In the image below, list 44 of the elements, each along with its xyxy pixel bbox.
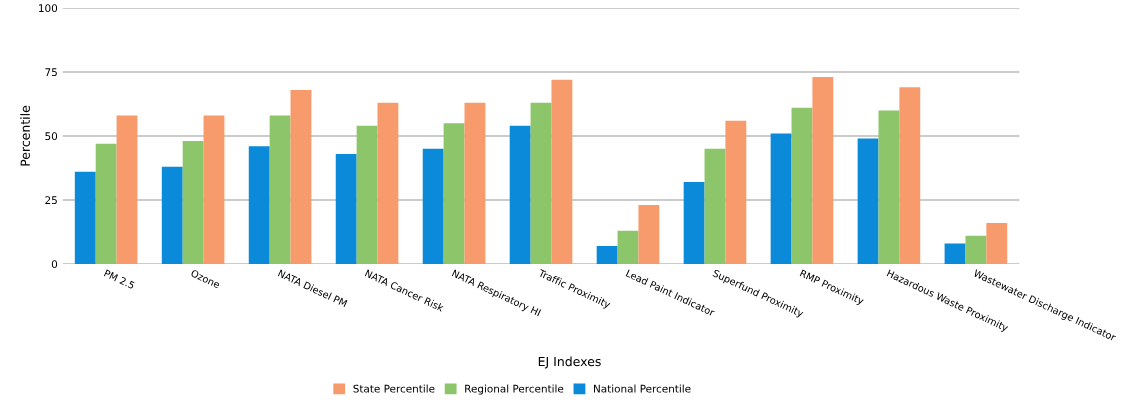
bar xyxy=(269,115,291,264)
y-tick-label: 50 xyxy=(45,132,58,141)
bar xyxy=(986,223,1008,264)
bar xyxy=(617,230,639,264)
bar xyxy=(248,146,270,264)
bar xyxy=(683,182,705,264)
bar xyxy=(965,235,987,264)
bar xyxy=(335,153,357,264)
bar xyxy=(290,89,312,264)
bar xyxy=(551,79,573,264)
bar xyxy=(770,133,792,264)
y-tick-label: 25 xyxy=(45,196,57,205)
y-tick-label: 75 xyxy=(45,68,57,77)
bar xyxy=(377,102,399,264)
legend-label: Regional Percentile xyxy=(465,384,564,395)
bar xyxy=(161,166,183,264)
y-axis-title: Percentile xyxy=(20,105,30,166)
legend-label: State Percentile xyxy=(353,384,435,393)
bar xyxy=(356,125,378,264)
bar xyxy=(596,246,618,264)
bar xyxy=(530,102,552,264)
bar xyxy=(725,120,747,264)
legend-label: National Percentile xyxy=(594,384,691,393)
bar xyxy=(638,205,660,264)
bar xyxy=(791,107,813,264)
bar xyxy=(464,102,486,264)
bar xyxy=(509,125,531,264)
bar xyxy=(116,115,138,264)
bar xyxy=(443,123,465,264)
y-tick-label: 100 xyxy=(39,4,58,13)
bar xyxy=(182,141,204,264)
bar xyxy=(878,110,900,264)
bar xyxy=(203,115,225,264)
bar xyxy=(899,87,921,264)
bar xyxy=(704,148,726,264)
y-tick-label: 0 xyxy=(51,260,58,269)
bar xyxy=(95,143,117,264)
bar xyxy=(812,77,834,264)
x-axis-title: EJ Indexes xyxy=(538,356,601,369)
bar xyxy=(857,138,879,264)
bar xyxy=(944,243,966,264)
bar xyxy=(74,171,96,264)
bar xyxy=(422,148,444,264)
x-tick-label: PM 2.5 xyxy=(103,269,136,290)
